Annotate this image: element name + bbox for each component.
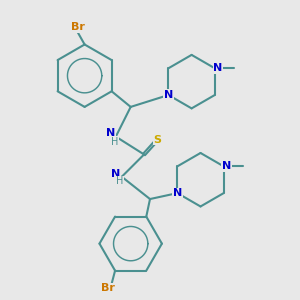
Text: N: N: [173, 188, 182, 198]
Text: Br: Br: [71, 22, 85, 32]
Text: N: N: [111, 169, 120, 179]
Text: N: N: [164, 90, 173, 100]
Text: S: S: [153, 135, 161, 145]
Text: N: N: [222, 161, 231, 171]
Text: H: H: [111, 137, 118, 147]
Text: Br: Br: [101, 284, 115, 293]
Text: H: H: [116, 176, 123, 186]
Text: N: N: [106, 128, 115, 138]
Text: N: N: [213, 63, 222, 73]
